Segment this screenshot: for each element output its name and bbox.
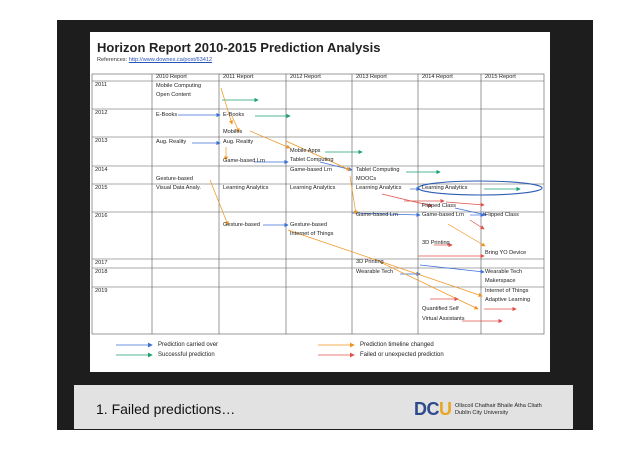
column-header: 2010 Report — [156, 74, 187, 80]
entry-game-based-2013: Game-based Lrn — [356, 212, 398, 218]
row-header: 2013 — [95, 138, 108, 144]
entry-learning-analytics-2011: Learning Analytics — [223, 185, 269, 191]
entry-learning-analytics-2012: Learning Analytics — [290, 185, 336, 191]
references-line: References: http://www.downes.ca/post/63… — [97, 57, 212, 63]
entry-byod-2015: Bring YO Device — [485, 250, 527, 256]
entry-mobile-computing: Mobile Computing — [156, 83, 202, 89]
entry-tablet-computing-2012: Tablet Computing — [290, 157, 334, 163]
legend-successful: Successful prediction — [158, 352, 215, 358]
entry-3d-printing-2013: 3D Printing — [356, 259, 384, 265]
entry-flipped-class-2014: Flipped Class — [422, 203, 456, 209]
legend-carried-over: Prediction carried over — [158, 342, 219, 348]
row-header: 2015 — [95, 185, 108, 191]
entry-mobile-apps-2012: Mobile Apps — [290, 148, 321, 154]
university-name-english: Dublin City University — [455, 410, 509, 416]
entry-gesture-based-2011: Gesture-based — [223, 222, 261, 228]
entry-learning-analytics-2013: Learning Analytics — [356, 185, 402, 191]
entry-ebooks-2010: E-Books — [156, 112, 178, 118]
entry-quantified-self-2014: Quantified Self — [422, 306, 459, 312]
entry-wearable-tech-2015: Wearable Tech — [485, 269, 523, 275]
entry-adaptive-learning-2015: Adaptive Learning — [485, 297, 531, 303]
column-header: 2011 Report — [223, 74, 254, 80]
references-label: References: — [97, 57, 128, 63]
entry-3d-printing-2014: 3D Printing — [422, 240, 450, 246]
entry-internet-of-things-2015: Internet of Things — [485, 288, 529, 294]
entry-visual-data-2010: Visual Data Analy. — [156, 185, 201, 191]
column-header: 2014 Report — [422, 74, 453, 80]
entry-tablet-computing-2013: Tablet Computing — [356, 167, 400, 173]
entry-gesture-based-2010: Gesture-based — [156, 176, 194, 182]
entry-internet-of-things-2012: Internet of Things — [290, 231, 334, 237]
slide-caption: 1. Failed predictions… — [96, 401, 236, 417]
entry-game-based-2012: Game-based Lrn — [290, 167, 332, 173]
entry-gesture-based-2012: Gesture-based — [290, 222, 328, 228]
entry-flipped-class-2015: Flipped Class — [485, 212, 519, 218]
column-header: 2012 Report — [290, 74, 321, 80]
entry-game-based-2011: Game-based Lrn — [223, 158, 265, 164]
entry-virtual-assistants-2014: Virtual Assistants — [422, 316, 465, 322]
entry-ebooks-2011: E-Books — [223, 112, 245, 118]
university-name-irish: Ollscoil Chathair Bhaile Átha Cliath — [455, 403, 542, 409]
dcu-logo: DCU — [414, 399, 452, 420]
legend-failed: Failed or unexpected prediction — [360, 352, 444, 358]
entry-learning-analytics-2014: Learning Analytics — [422, 185, 468, 191]
entry-wearable-tech-2013: Wearable Tech — [356, 269, 394, 275]
highlight-ellipse — [417, 180, 543, 196]
row-header: 2018 — [95, 269, 108, 275]
footer-bar — [74, 385, 573, 429]
row-header: 2012 — [95, 110, 108, 116]
entry-aug-reality-2011: Aug. Reality — [223, 139, 254, 145]
row-header: 2019 — [95, 288, 108, 294]
dcu-logo-u: U — [439, 399, 452, 419]
column-header: 2015 Report — [485, 74, 516, 80]
entry-makerspace-2015: Makerspace — [485, 278, 516, 284]
row-header: 2014 — [95, 167, 108, 173]
entry-open-content: Open Content — [156, 92, 191, 98]
legend-timeline-changed: Prediction timeline changed — [360, 342, 434, 348]
entry-game-based-2014: Game-based Lrn — [422, 212, 464, 218]
entry-mobiles-2011: Mobiles — [223, 129, 243, 135]
row-header: 2017 — [95, 260, 108, 266]
dcu-logo-dc: DC — [414, 399, 440, 419]
row-header: 2016 — [95, 213, 108, 219]
references-link[interactable]: http://www.downes.ca/post/63412 — [128, 57, 213, 63]
entry-aug-reality-2010: Aug. Reality — [156, 139, 187, 145]
row-header: 2011 — [95, 82, 108, 88]
report-page — [90, 32, 550, 372]
entry-moocs-2013: MOOCs — [356, 176, 377, 182]
page-title: Horizon Report 2010-2015 Prediction Anal… — [97, 40, 381, 55]
column-header: 2013 Report — [356, 74, 387, 80]
